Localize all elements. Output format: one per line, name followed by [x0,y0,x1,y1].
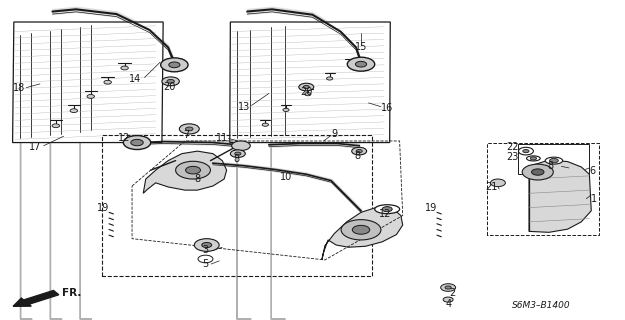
Text: 16: 16 [381,103,393,113]
Text: 9: 9 [331,129,338,139]
Text: 17: 17 [29,142,42,152]
Text: S6M3–B1400: S6M3–B1400 [512,301,570,310]
Circle shape [283,108,289,111]
Circle shape [348,57,375,71]
Circle shape [519,147,533,155]
Text: FR.: FR. [62,288,82,298]
Text: 21: 21 [486,182,498,192]
Circle shape [341,220,381,240]
Circle shape [176,161,211,179]
Circle shape [231,150,245,157]
Circle shape [522,164,553,180]
Text: 6: 6 [589,166,596,176]
Text: 8: 8 [234,154,239,164]
Circle shape [87,94,94,98]
FancyArrow shape [13,291,59,306]
Text: 22: 22 [507,142,519,152]
Circle shape [530,157,536,160]
Polygon shape [143,151,227,193]
Text: 4: 4 [445,299,451,309]
Circle shape [162,77,179,86]
Circle shape [445,286,451,289]
Text: 19: 19 [97,203,109,213]
Circle shape [522,149,529,153]
Circle shape [167,79,174,83]
Circle shape [356,61,367,67]
Bar [518,144,589,174]
Text: 8: 8 [355,151,361,161]
Circle shape [531,169,544,175]
Circle shape [232,141,250,150]
Circle shape [186,127,193,131]
Circle shape [121,66,128,70]
Text: 18: 18 [12,83,25,93]
Ellipse shape [545,157,562,164]
Text: 19: 19 [424,203,437,213]
Text: 20: 20 [163,82,176,92]
Polygon shape [230,22,390,142]
Circle shape [356,149,362,153]
Text: 5: 5 [202,259,209,269]
Circle shape [52,124,59,128]
Text: 15: 15 [355,42,367,52]
Circle shape [198,255,213,263]
Circle shape [194,239,219,252]
Circle shape [305,92,311,96]
Circle shape [443,297,453,302]
Circle shape [235,152,241,155]
Circle shape [348,62,353,65]
Text: 3: 3 [202,245,209,255]
Text: 8: 8 [548,161,554,171]
Circle shape [123,136,151,149]
Text: 23: 23 [507,152,519,163]
Circle shape [382,207,392,212]
Ellipse shape [375,205,399,214]
Circle shape [169,62,180,68]
Circle shape [202,243,212,248]
Text: 13: 13 [238,102,250,112]
Circle shape [303,85,309,89]
Circle shape [491,179,506,187]
Circle shape [441,284,456,291]
Circle shape [186,166,201,174]
Text: 12: 12 [118,133,131,143]
Circle shape [70,109,78,113]
Text: 7: 7 [183,130,189,140]
Circle shape [352,147,367,155]
Circle shape [179,124,199,134]
Circle shape [352,225,370,234]
Text: 11: 11 [216,133,228,143]
Polygon shape [529,160,591,232]
Ellipse shape [526,156,540,161]
Circle shape [326,77,332,80]
Polygon shape [12,22,163,142]
Circle shape [104,80,111,84]
Text: 14: 14 [129,74,141,84]
Circle shape [549,158,558,163]
Polygon shape [322,207,402,260]
Text: 8: 8 [194,174,201,184]
Circle shape [131,140,143,146]
Text: 12: 12 [379,209,391,219]
Text: 2: 2 [449,288,456,298]
Text: 20: 20 [300,87,312,97]
Text: 1: 1 [591,194,597,204]
Circle shape [161,58,188,72]
Circle shape [262,123,269,126]
Text: 10: 10 [280,172,292,182]
Circle shape [299,83,314,91]
